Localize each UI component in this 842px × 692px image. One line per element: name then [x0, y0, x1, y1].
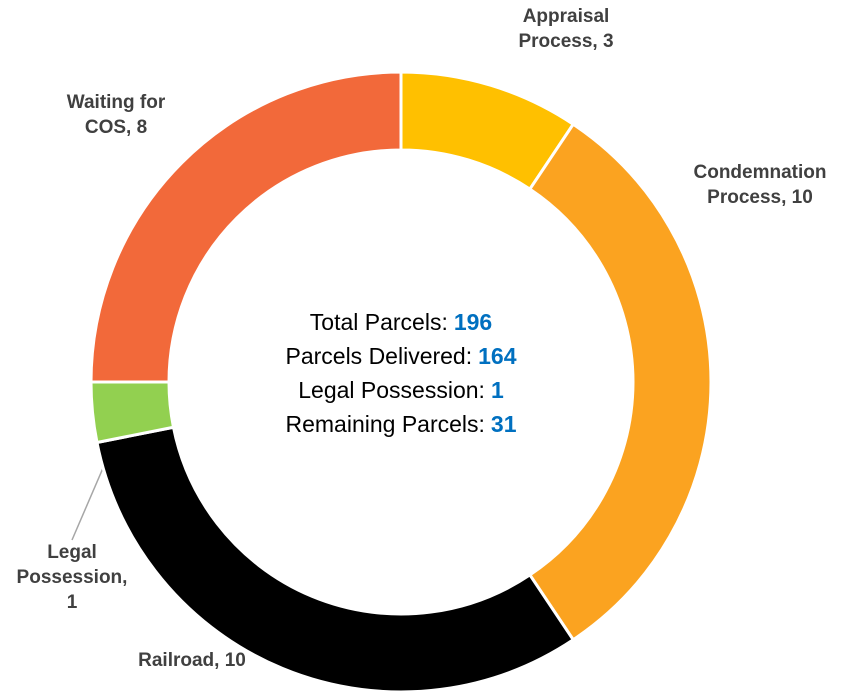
data-label-line: Condemnation: [694, 162, 827, 183]
center-label: Total Parcels:: [310, 309, 448, 335]
center-label: Legal Possession:: [298, 377, 485, 403]
data-label-line: Appraisal: [523, 6, 610, 27]
center-value: 1: [491, 377, 504, 403]
data-label: Appraisal Process, 3: [518, 6, 613, 52]
data-label-line: Waiting for: [67, 92, 166, 113]
donut-segment: [527, 122, 713, 642]
center-text: Parcels Delivered: 164: [285, 343, 516, 369]
data-label: Waiting for COS, 8: [67, 92, 166, 138]
data-label-line: Process, 3: [518, 31, 613, 52]
data-label-line: Railroad, 10: [138, 650, 246, 671]
donut-segment: [89, 70, 403, 384]
data-label-line: Possession,: [17, 567, 128, 588]
center-text: Remaining Parcels: 31: [285, 411, 516, 437]
center-value: 164: [478, 343, 517, 369]
data-label: Legal Possession, 1: [17, 542, 128, 613]
data-label: Railroad, 10: [138, 650, 246, 671]
data-label-line: COS, 8: [85, 117, 147, 138]
center-value: 31: [491, 411, 517, 437]
data-label-line: Process, 10: [707, 187, 813, 208]
center-value: 196: [454, 309, 492, 335]
center-text: Legal Possession: 1: [298, 377, 504, 403]
data-label-line: 1: [67, 592, 78, 613]
data-label-line: Legal: [47, 542, 97, 563]
center-label: Parcels Delivered:: [285, 343, 472, 369]
data-label: Condemnation Process, 10: [694, 162, 827, 208]
center-label: Remaining Parcels:: [285, 411, 484, 437]
center-text: Total Parcels: 196: [310, 309, 492, 335]
